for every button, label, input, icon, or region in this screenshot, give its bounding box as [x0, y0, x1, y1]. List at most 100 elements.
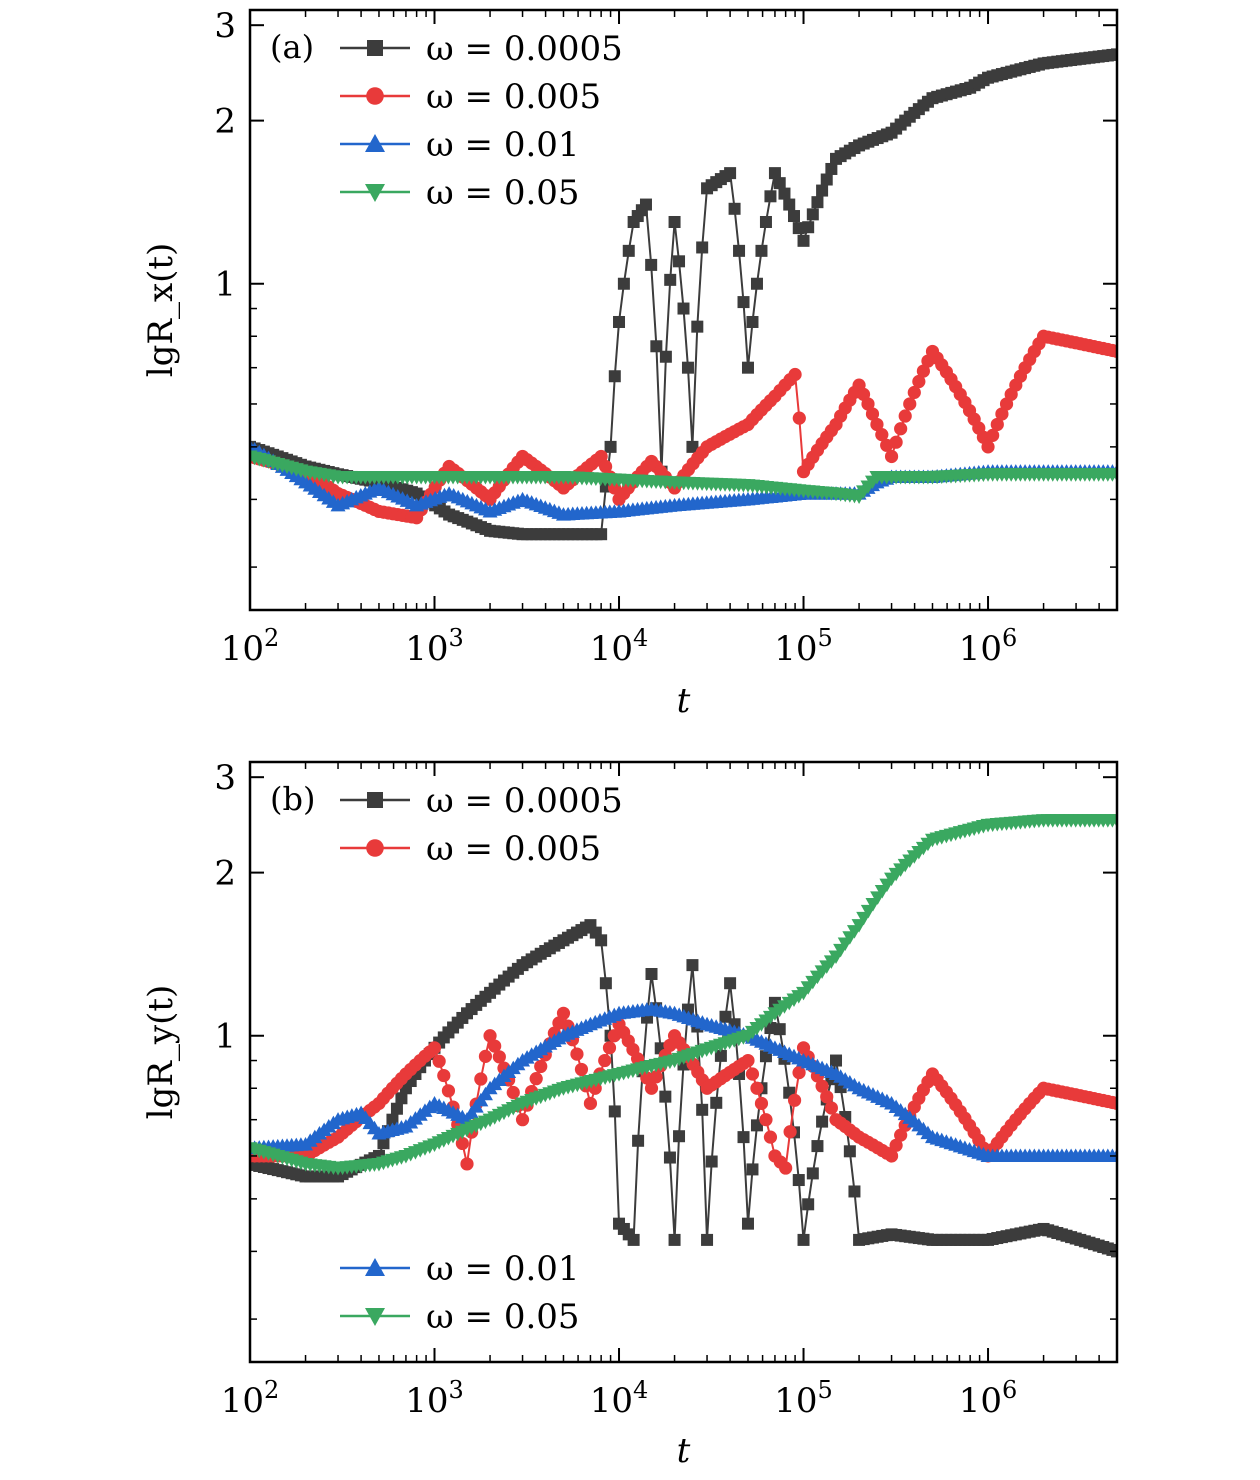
series-line	[250, 923, 1117, 1253]
marker-square	[816, 1115, 829, 1128]
legend-item: ω = 0.05	[340, 1297, 580, 1337]
legend-label: ω = 0.0005	[426, 29, 623, 69]
marker-triangle-down	[1109, 468, 1117, 482]
marker-circle	[898, 409, 912, 423]
marker-circle	[594, 449, 608, 464]
legend-1: ω = 0.01 ω = 0.05	[340, 1249, 580, 1337]
y-axis-label: lgR_y(t)	[141, 985, 181, 1120]
marker-circle	[492, 1050, 506, 1064]
marker-circle	[792, 411, 806, 425]
marker-circle	[903, 397, 917, 411]
marker-square	[701, 1233, 714, 1246]
marker-circle	[488, 1039, 502, 1053]
marker-circle	[556, 1006, 571, 1020]
marker-square	[797, 1233, 810, 1246]
y-axis-label: lgR_x(t)	[141, 243, 181, 378]
plot-area	[250, 48, 1117, 541]
marker-square	[755, 244, 768, 257]
marker-square	[639, 198, 652, 211]
marker-square	[783, 198, 796, 211]
marker-square	[599, 977, 612, 990]
marker-circle	[981, 440, 995, 454]
marker-square	[746, 1163, 759, 1176]
marker-square	[617, 277, 630, 290]
marker-square	[792, 1174, 805, 1187]
x-tick-label: 106	[959, 1376, 1018, 1421]
marker-square	[696, 241, 709, 254]
marker-circle	[865, 407, 880, 421]
marker-circle	[889, 435, 903, 449]
marker-square	[773, 177, 786, 190]
marker-square	[737, 296, 750, 309]
marker-circle	[1110, 344, 1117, 359]
marker-circle	[427, 1041, 442, 1055]
marker-circle	[602, 1041, 617, 1055]
legend-item: ω = 0.01	[340, 1249, 580, 1289]
marker-square	[645, 967, 658, 980]
legend-item: ω = 0.005	[340, 829, 601, 869]
marker-circle	[750, 1081, 764, 1095]
marker-square	[595, 528, 608, 541]
legend-label: ω = 0.05	[426, 1297, 580, 1337]
marker-circle	[861, 397, 875, 411]
marker-square	[802, 221, 815, 234]
marker-circle	[912, 374, 926, 389]
marker-circle	[741, 1053, 755, 1068]
marker-square	[390, 1102, 403, 1115]
y-tick-label: 2	[214, 102, 236, 142]
marker-square	[741, 1217, 754, 1230]
marker-square	[768, 167, 781, 180]
marker-square	[377, 1137, 390, 1150]
marker-square	[668, 215, 681, 228]
x-tick-label: 102	[221, 624, 280, 669]
marker-square	[645, 258, 658, 271]
marker-square	[696, 1103, 709, 1116]
plot-area	[250, 814, 1117, 1258]
marker-square	[367, 40, 383, 56]
marker-square	[724, 167, 737, 180]
marker-circle	[474, 1072, 488, 1086]
x-tick-label: 103	[405, 1376, 464, 1421]
marker-square	[816, 184, 829, 197]
marker-square	[746, 315, 759, 328]
marker-square	[778, 187, 791, 200]
marker-circle	[598, 1053, 612, 1068]
marker-square	[386, 1113, 399, 1126]
marker-square	[668, 1233, 681, 1246]
x-tick-label: 105	[774, 1376, 833, 1421]
marker-circle	[884, 1149, 899, 1163]
marker-circle	[788, 367, 802, 382]
marker-square	[608, 1105, 621, 1118]
marker-square	[681, 361, 694, 374]
marker-circle	[990, 417, 1004, 432]
marker-triangle-up	[365, 1258, 385, 1276]
marker-circle	[916, 364, 930, 378]
marker-square	[764, 190, 777, 203]
marker-circle	[483, 1029, 497, 1043]
marker-square	[686, 440, 699, 453]
marker-circle	[599, 459, 613, 474]
marker-circle	[441, 1084, 456, 1098]
marker-circle	[783, 1125, 797, 1139]
marker-square	[773, 1023, 786, 1036]
marker-square	[811, 196, 824, 209]
y-tick-label: 3	[214, 758, 236, 798]
marker-circle	[570, 1047, 584, 1061]
marker-circle	[455, 1136, 469, 1151]
marker-square	[843, 1145, 856, 1158]
marker-square	[705, 1155, 718, 1168]
legend-item: ω = 0.0005	[340, 29, 623, 69]
marker-square	[632, 1134, 645, 1147]
marker-square	[664, 273, 677, 286]
marker-square	[728, 1018, 741, 1031]
marker-square	[806, 1167, 819, 1180]
marker-circle	[894, 422, 908, 436]
marker-square	[595, 934, 608, 947]
legend-item: ω = 0.01	[340, 125, 580, 165]
panel-a: 102 103 104 105 106 1 2 3 t lgR_x(t) (a) ω = 0.0005…	[141, 6, 1119, 721]
x-tick-label: 104	[590, 1376, 649, 1421]
marker-square	[802, 1198, 815, 1211]
marker-square	[608, 370, 621, 383]
legend-label: ω = 0.005	[426, 829, 601, 869]
marker-circle	[995, 407, 1009, 421]
